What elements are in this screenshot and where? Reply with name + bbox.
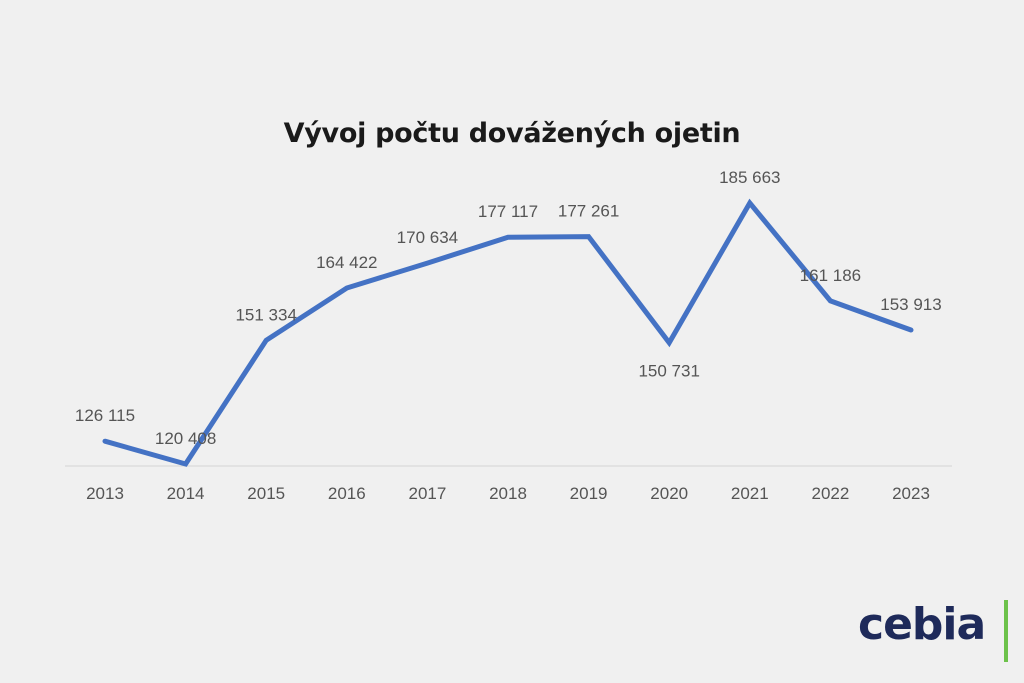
data-label-2019: 177 261 [558, 202, 619, 221]
x-tick-2021: 2021 [731, 484, 769, 503]
series-line [102, 198, 914, 467]
x-tick-2014: 2014 [167, 484, 205, 503]
data-label-2023: 153 913 [880, 295, 941, 314]
data-labels: 126 115 120 408 151 334 164 422 170 634 177 1… [75, 168, 942, 448]
data-label-2021: 185 663 [719, 168, 780, 187]
data-label-2018: 177 117 [478, 202, 538, 221]
x-tick-2015: 2015 [247, 484, 285, 503]
x-tick-labels: 2013 2014 2015 2016 2017 2018 2019 2020 2021 2022… [86, 484, 930, 503]
data-label-2014: 120 408 [155, 429, 216, 448]
x-tick-2016: 2016 [328, 484, 366, 503]
x-tick-2020: 2020 [650, 484, 688, 503]
data-label-2017: 170 634 [397, 228, 458, 247]
x-tick-2013: 2013 [86, 484, 124, 503]
x-tick-2022: 2022 [811, 484, 849, 503]
chart-title: Vývoj počtu dovážených ojetin [283, 118, 741, 149]
cebia-logo: cebia [858, 599, 986, 650]
x-tick-2023: 2023 [892, 484, 930, 503]
data-label-2022: 161 186 [800, 266, 861, 285]
x-tick-2017: 2017 [408, 484, 446, 503]
data-label-2015: 151 334 [235, 305, 296, 324]
logo-accent-bar [1004, 600, 1008, 662]
data-label-2020: 150 731 [638, 362, 699, 381]
data-label-2016: 164 422 [316, 253, 377, 272]
data-label-2013: 126 115 [75, 406, 135, 425]
x-tick-2019: 2019 [570, 484, 608, 503]
x-tick-2018: 2018 [489, 484, 527, 503]
